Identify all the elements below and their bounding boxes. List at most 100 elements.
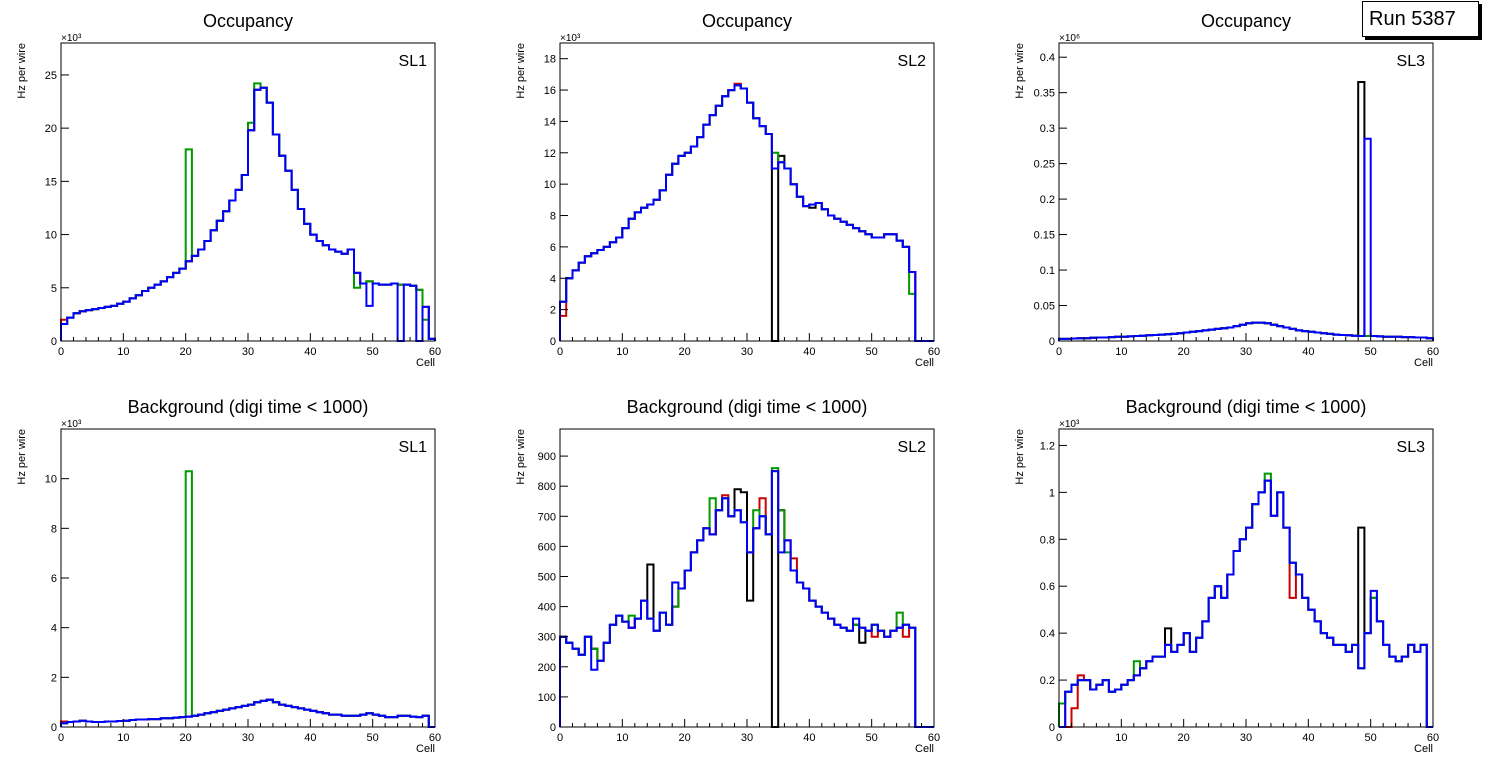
y-tick-label: 2 [51, 672, 57, 684]
y-tick-label: 1 [1049, 487, 1055, 499]
x-tick-label: 10 [1115, 732, 1127, 744]
x-tick-label: 0 [58, 346, 64, 358]
axis-exponent: ×10³ [61, 33, 82, 44]
y-tick-label: 6 [550, 242, 556, 254]
y-tick-label: 6 [51, 573, 57, 585]
y-tick-label: 0.8 [1040, 534, 1055, 546]
x-tick-label: 0 [557, 732, 563, 744]
y-axis-label: Hz per wire [16, 429, 28, 485]
y-tick-label: 0.1 [1040, 265, 1055, 277]
y-tick-label: 8 [550, 211, 556, 223]
x-tick-label: 50 [866, 732, 878, 744]
y-tick-label: 200 [538, 662, 556, 674]
x-tick-label: 0 [1056, 732, 1062, 744]
x-tick-label: 40 [304, 346, 316, 358]
y-tick-label: 300 [538, 632, 556, 644]
series-blue [60, 86, 436, 342]
x-tick-label: 40 [1302, 346, 1314, 358]
y-axis-label: Hz per wire [1014, 43, 1026, 99]
y-tick-label: 100 [538, 692, 556, 704]
axis-exponent: ×10³ [61, 419, 82, 430]
y-tick-label: 800 [538, 481, 556, 493]
series-blue [559, 470, 934, 728]
x-tick-label: 20 [679, 346, 691, 358]
series-green [60, 470, 435, 728]
axis-exponent: ×10⁶ [1059, 33, 1080, 44]
superlayer-label: SL3 [1397, 53, 1426, 70]
x-tick-label: 60 [1427, 732, 1439, 744]
y-tick-label: 12 [544, 148, 556, 160]
series-black [559, 84, 934, 342]
series-red [559, 82, 934, 342]
chart-title: Occupancy [203, 11, 293, 31]
series-black [1058, 81, 1434, 341]
x-tick-label: 40 [304, 732, 316, 744]
superlayer-label: SL2 [898, 53, 927, 70]
superlayer-label: SL1 [399, 53, 428, 70]
panel-1: 0 10 20 30 40 50 60 0 5 10 15 20 25 Cell Hz per wire ×1… [16, 11, 441, 369]
y-tick-label: 0.2 [1040, 194, 1055, 206]
series-green [60, 82, 436, 341]
y-tick-label: 25 [45, 70, 57, 82]
y-tick-label: 0.05 [1034, 301, 1055, 313]
panel-4: 0 10 20 30 40 50 60 0 2 4 6 8 10 Cell Hz per wire ×10³ S… [16, 397, 441, 755]
x-tick-label: 20 [180, 346, 192, 358]
series-blue [559, 84, 934, 342]
x-tick-label: 20 [1178, 732, 1190, 744]
plot-frame [1058, 42, 1434, 342]
x-tick-label: 50 [1365, 346, 1377, 358]
series-blue [1059, 479, 1433, 728]
x-tick-label: 0 [1056, 346, 1062, 358]
y-tick-label: 900 [538, 451, 556, 463]
axis-exponent: ×10³ [560, 33, 581, 44]
y-tick-label: 0.3 [1040, 123, 1055, 135]
y-tick-label: 5 [51, 283, 57, 295]
y-axis-label: Hz per wire [1014, 429, 1026, 485]
x-tick-label: 60 [928, 346, 940, 358]
y-axis-label: Hz per wire [515, 429, 527, 485]
y-tick-label: 0.4 [1040, 52, 1055, 64]
y-tick-label: 16 [544, 85, 556, 97]
y-tick-label: 10 [544, 179, 556, 191]
x-tick-label: 30 [242, 732, 254, 744]
x-tick-label: 10 [616, 346, 628, 358]
y-tick-label: 0 [1049, 722, 1055, 734]
series-blue [1058, 137, 1434, 341]
x-tick-label: 0 [557, 346, 563, 358]
y-tick-label: 4 [51, 623, 57, 635]
y-tick-label: 2 [550, 305, 556, 317]
chart-title: Occupancy [702, 11, 792, 31]
x-tick-label: 40 [803, 732, 815, 744]
chart-title: Occupancy [1201, 11, 1291, 31]
y-tick-label: 0 [1049, 336, 1055, 348]
x-tick-label: 30 [741, 346, 753, 358]
x-tick-label: 60 [429, 732, 441, 744]
x-axis-label: Cell [915, 357, 934, 369]
x-tick-label: 10 [117, 732, 129, 744]
y-tick-label: 4 [550, 273, 556, 285]
y-tick-label: 0.4 [1040, 628, 1055, 640]
run-label: Run 5387 [1362, 1, 1479, 37]
panel-5: 0 10 20 30 40 50 60010020030040050060070080090… [515, 397, 940, 755]
y-tick-label: 500 [538, 571, 556, 583]
y-tick-label: 14 [544, 116, 556, 128]
chart-title: Background (digi time < 1000) [1126, 397, 1367, 417]
x-tick-label: 10 [1115, 346, 1127, 358]
superlayer-label: SL3 [1397, 439, 1426, 456]
y-tick-label: 0.25 [1034, 159, 1055, 171]
x-axis-label: Cell [915, 743, 934, 755]
panel-3: 0 10 20 30 40 50 60 0 0.05 0.1 0.15 0.2 0.25 0.3 0.35 0… [1014, 11, 1439, 369]
plot-frame [1058, 428, 1434, 728]
x-tick-label: 10 [616, 732, 628, 744]
x-tick-label: 40 [803, 346, 815, 358]
x-axis-label: Cell [416, 357, 435, 369]
x-axis-label: Cell [1414, 743, 1433, 755]
y-tick-label: 600 [538, 541, 556, 553]
x-tick-label: 30 [1240, 346, 1252, 358]
y-axis-label: Hz per wire [16, 43, 28, 99]
y-axis-label: Hz per wire [515, 43, 527, 99]
y-tick-label: 18 [544, 54, 556, 66]
chart-title: Background (digi time < 1000) [128, 397, 369, 417]
x-tick-label: 50 [866, 346, 878, 358]
